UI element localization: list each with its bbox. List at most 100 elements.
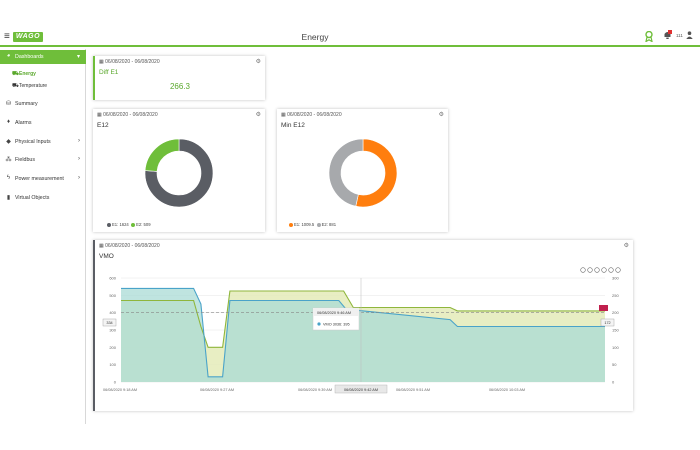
e12-card: ▦ 06/08/2020 - 06/08/2020 ⚙ E12 E1: 1624… xyxy=(93,109,265,232)
donut-slice-e1[interactable] xyxy=(355,138,398,208)
tooltip-swatch xyxy=(317,322,321,326)
gear-icon[interactable]: ⚙ xyxy=(255,59,261,65)
chevron-right-icon: › xyxy=(78,174,80,181)
legend-swatch xyxy=(131,222,136,227)
y-left-tick-label: 600 xyxy=(109,276,116,281)
x-tick-label: 06/08/2020 9:27 AM xyxy=(200,388,234,392)
min-e12-card: ▦ 06/08/2020 - 06/08/2020 ⚙ Min E12 E1: … xyxy=(277,109,448,232)
chart-legend: E1: 1009.5 E2: 881 xyxy=(289,222,336,227)
legend-label: E2: 509 xyxy=(136,222,151,227)
summary-icon: ⛁ xyxy=(5,101,12,107)
tooltip-text: VMO 3036: 395 xyxy=(323,323,350,327)
sidebar-item-label: Virtual Objects xyxy=(15,195,50,201)
card-date-text: 06/08/2020 - 06/08/2020 xyxy=(103,112,158,118)
e12-donut-chart xyxy=(144,138,214,208)
card-date-text: 06/08/2020 - 06/08/2020 xyxy=(287,112,342,118)
chevron-right-icon: › xyxy=(78,155,80,162)
user-icon[interactable] xyxy=(686,31,693,41)
sidebar-item-label: Fieldbus xyxy=(15,157,36,163)
pan-icon[interactable] xyxy=(608,267,614,273)
dashboard-icon: ◕ xyxy=(6,53,11,59)
legend-swatch xyxy=(289,222,293,227)
sidebar-subitem-label: Energy xyxy=(19,71,36,77)
chart-legend: E1: 1624 E2: 509 xyxy=(107,222,151,227)
diff-value: 266.3 xyxy=(169,82,191,91)
sidebar-item-label: Physical Inputs xyxy=(15,139,51,145)
series-line-olive[interactable] xyxy=(121,290,605,348)
sidebar-subitem-temperature[interactable]: ⛟Temperature xyxy=(12,83,47,93)
y-right-tick-label: 100 xyxy=(612,345,619,350)
legend-swatch xyxy=(107,222,111,227)
calendar-icon: ▦ xyxy=(99,59,106,65)
hamburger-icon[interactable]: ≡ xyxy=(4,31,10,42)
right-axis-marker-text: 172 xyxy=(604,321,610,325)
bell-icon[interactable] xyxy=(663,30,672,42)
sidebar-item-physical-inputs[interactable]: ◆ Physical Inputs › xyxy=(0,135,86,149)
zoom-out-icon[interactable] xyxy=(594,267,600,273)
y-right-tick-label: 50 xyxy=(612,362,617,367)
sidebar-item-label: Dashboards xyxy=(15,54,44,60)
donut-slice-e2[interactable] xyxy=(144,138,180,172)
series-line-teal[interactable] xyxy=(121,287,605,378)
calendar-icon: ▦ xyxy=(281,112,288,118)
card-date-text: 06/08/2020 - 06/08/2020 xyxy=(105,243,160,249)
y-left-tick-label: 400 xyxy=(109,310,116,315)
sidebar-item-fieldbus[interactable]: ⁂ Fieldbus › xyxy=(0,153,86,167)
y-left-tick-label: 300 xyxy=(109,328,116,333)
ribbon-icon[interactable] xyxy=(645,30,653,44)
sidebar-item-label: Alarms xyxy=(15,120,32,126)
diff-e1-card: ▦ 06/08/2020 - 06/08/2020 ⚙ Diff E1 266.… xyxy=(93,56,265,100)
user-count: 111 xyxy=(676,33,683,38)
legend-swatch xyxy=(316,222,321,227)
tooltip-title: 06/08/2020 9:46 AM xyxy=(317,311,351,315)
sidebar-subitem-energy[interactable]: ⛟Energy xyxy=(12,71,36,81)
donut-slice-e1[interactable] xyxy=(144,138,214,208)
vmo-card: ▦ 06/08/2020 - 06/08/2020 ⚙ VMO 0 100 200 3… xyxy=(93,240,633,411)
sidebar-item-virtual-objects[interactable]: ▮ Virtual Objects xyxy=(0,191,86,205)
y-left-tick-label: 0 xyxy=(114,380,117,385)
card-title: E12 xyxy=(97,122,109,129)
card-date-range: ▦ 06/08/2020 - 06/08/2020 xyxy=(99,243,160,249)
sidebar: ◕ Dashboards ▾ ⛟Energy ⛟Temperature ⛁ Su… xyxy=(0,49,86,424)
top-bar: ≡ WAGO Energy 111 xyxy=(0,28,700,47)
download-icon[interactable] xyxy=(580,267,586,273)
sidebar-item-dashboards[interactable]: ◕ Dashboards ▾ xyxy=(0,50,86,64)
gear-icon[interactable]: ⚙ xyxy=(623,243,629,249)
car-icon: ⛟ xyxy=(12,71,19,77)
legend-label: E2: 881 xyxy=(321,222,337,227)
page-title: Energy xyxy=(301,32,329,42)
chevron-down-icon: ▾ xyxy=(76,53,80,60)
y-left-tick-label: 100 xyxy=(109,362,116,367)
magnify-icon[interactable] xyxy=(601,267,607,273)
sidebar-item-label: Summary xyxy=(15,101,38,107)
card-date-range: ▦ 06/08/2020 - 06/08/2020 xyxy=(97,112,158,118)
wago-logo[interactable]: WAGO xyxy=(13,32,43,42)
series-area-teal xyxy=(121,288,605,382)
gear-icon[interactable]: ⚙ xyxy=(438,112,444,118)
calendar-icon: ▦ xyxy=(97,112,104,118)
x-tick-label: 06/08/2020 9:39 AM xyxy=(298,388,332,392)
vmo-area-chart[interactable]: 0 100 200 300 400 500 600 0 50 100 150 200 250 300 06/… xyxy=(95,260,633,410)
x-tick-label: 06/08/2020 10:03 AM xyxy=(489,388,525,392)
tag-icon: ◆ xyxy=(6,139,11,145)
gear-icon[interactable]: ⚙ xyxy=(255,112,261,118)
bolt-icon: ϟ xyxy=(6,175,11,181)
zoom-in-icon[interactable] xyxy=(587,267,593,273)
y-right-tick-label: 250 xyxy=(612,293,619,298)
donut-slice-e2[interactable] xyxy=(328,138,364,207)
crosshair-label-box xyxy=(334,384,388,394)
sidebar-item-summary[interactable]: ⛁ Summary xyxy=(0,97,86,111)
network-icon: ⁂ xyxy=(5,157,12,163)
x-tick-label: 06/08/2020 9:51 AM xyxy=(396,388,430,392)
right-axis-flag xyxy=(599,305,608,311)
sidebar-item-power-measurement[interactable]: ϟ Power measurement › xyxy=(0,172,86,186)
y-left-tick-label: 500 xyxy=(109,293,116,298)
crosshair-label: 06/08/2020 9:42 AM xyxy=(344,388,378,392)
y-left-tick-label: 200 xyxy=(109,345,116,350)
right-axis-marker xyxy=(600,318,615,327)
y-right-tick-label: 150 xyxy=(612,328,619,333)
left-axis-marker xyxy=(102,318,117,327)
sidebar-item-alarms[interactable]: ♦ Alarms xyxy=(0,116,86,130)
y-right-tick-label: 0 xyxy=(612,380,615,385)
home-icon[interactable] xyxy=(615,267,621,273)
